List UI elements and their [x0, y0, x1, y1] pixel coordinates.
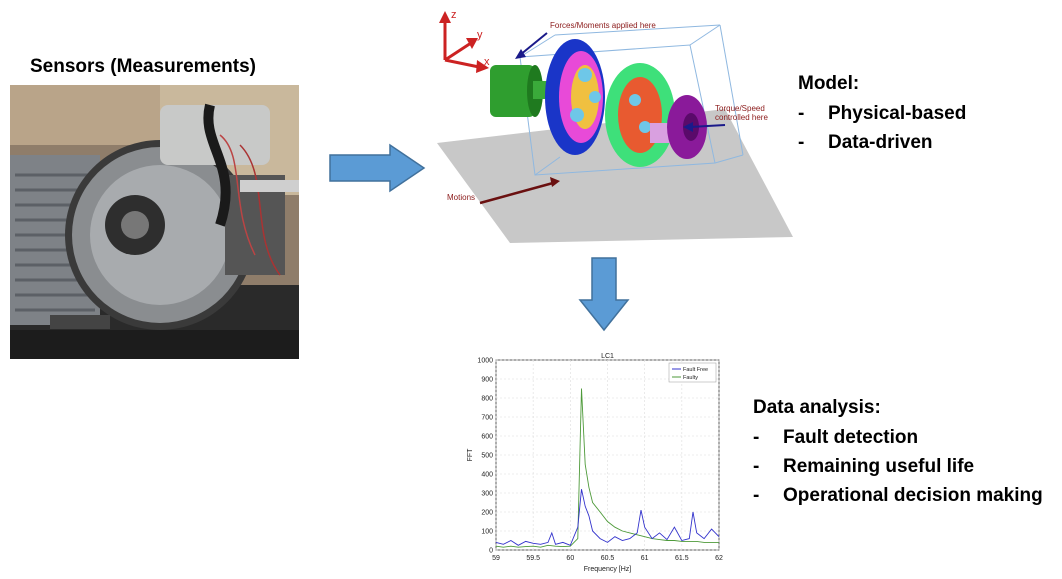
x-tick-label: 61.5: [675, 555, 689, 562]
analysis-block: Data analysis: - Fault detection - Remaini…: [753, 397, 1043, 510]
series-line-fault-free: [495, 489, 720, 546]
model-block: Model: - Physical-based - Data-driven: [798, 73, 966, 157]
x-tick-label: 60.5: [601, 555, 615, 562]
analysis-item: - Fault detection: [753, 427, 919, 448]
y-tick-label: 400: [481, 472, 493, 479]
y-tick-label: 1000: [477, 358, 493, 365]
x-tick-label: 59.5: [526, 555, 540, 562]
fft-chart: 59 59.5 60 60.5 61 61.5 62 0 100 200 300 400 500 600 7…: [462, 351, 724, 574]
y-tick-label: 800: [481, 396, 493, 403]
analysis-item: - Operational decision making: [753, 485, 1043, 506]
test-rig-photo: [10, 85, 299, 359]
x-tick-label: 62: [715, 555, 723, 562]
y-tick-label: 100: [481, 529, 493, 536]
y-tick-label: 500: [481, 453, 493, 460]
x-tick-label: 59: [492, 555, 500, 562]
x-tick-label: 60: [566, 555, 574, 562]
chart-title: LC1: [601, 353, 614, 360]
series-line-faulty: [495, 388, 719, 548]
torque-annotation-line1: Torque/Speed: [715, 104, 765, 113]
legend-label: Fault Free: [683, 367, 708, 373]
y-tick-label: 900: [481, 377, 493, 384]
y-tick-label: 600: [481, 434, 493, 441]
axis-x-label: x: [484, 56, 490, 68]
sensors-title: Sensors (Measurements): [30, 56, 256, 77]
motions-annotation: Motions: [447, 193, 475, 202]
model-heading: Model:: [798, 73, 860, 94]
analysis-heading: Data analysis:: [753, 397, 881, 418]
analysis-item: - Remaining useful life: [753, 456, 975, 477]
torque-annotation-line2: controlled here: [715, 113, 768, 122]
x-tick-label: 61: [641, 555, 649, 562]
y-tick-label: 700: [481, 415, 493, 422]
forces-annotation: Forces/Moments applied here: [550, 21, 656, 30]
arrow-down-icon: [578, 256, 630, 337]
model-item: - Physical-based: [798, 103, 967, 124]
arrow-right-icon: [328, 143, 428, 198]
x-axis-label: Frequency [Hz]: [584, 566, 632, 573]
axis-z-label: z: [451, 9, 457, 21]
y-axis-label: FFT: [467, 448, 474, 462]
model-item: - Data-driven: [798, 132, 933, 153]
y-tick-label: 300: [481, 491, 493, 498]
y-tick-label: 0: [489, 548, 493, 555]
legend-label: Faulty: [683, 375, 698, 381]
axis-y-label: y: [477, 29, 483, 41]
gearbox-model-illustration: z y x Forces/Moments applied here Torque…: [425, 5, 795, 245]
y-tick-label: 200: [481, 510, 493, 517]
